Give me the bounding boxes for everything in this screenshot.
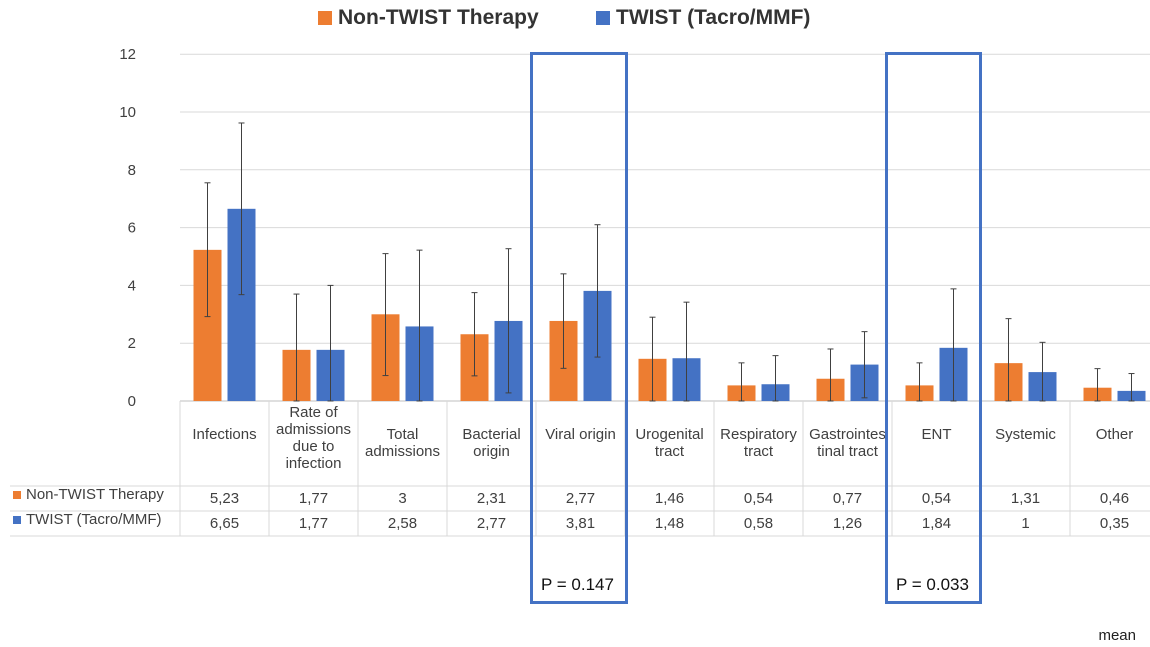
x-tick-label: Bacterial origin — [447, 426, 536, 460]
error-bars — [204, 122, 1135, 402]
y-tick-label-4: 4 — [128, 277, 136, 294]
legend-item-non-twist: Non-TWIST Therapy — [318, 6, 539, 30]
table-cell: 0,46 — [1099, 490, 1130, 507]
x-tick-label: Gastrointes tinal tract — [803, 426, 892, 460]
table-cell: 1,26 — [832, 515, 863, 532]
x-tick-label: ENT — [892, 426, 981, 443]
legend: Non-TWIST Therapy TWIST (Tacro/MMF) — [0, 6, 1150, 36]
table-cell: 6,65 — [209, 515, 240, 532]
x-tick-label-line: tract — [654, 443, 685, 460]
table-cell: 3 — [398, 490, 407, 507]
table-cell: 2,77 — [476, 515, 507, 532]
x-tick-label: Respiratory tract — [714, 426, 803, 460]
table-row-label-non-twist: Non-TWIST Therapy — [13, 486, 164, 503]
table-cell: 2,58 — [387, 515, 418, 532]
table-cell: 1,31 — [1010, 490, 1041, 507]
table-cell: 1,77 — [298, 490, 329, 507]
x-tick-label-line: Urogenital — [635, 426, 704, 443]
highlight-box-viral-origin — [530, 52, 628, 604]
y-tick-label-6: 6 — [128, 220, 136, 237]
table-cell: 0,77 — [832, 490, 863, 507]
table-cell: 1,46 — [654, 490, 685, 507]
x-tick-label-line: Gastrointes — [809, 426, 886, 443]
table-cell: 2,31 — [476, 490, 507, 507]
x-tick-label-line: tinal tract — [817, 443, 878, 460]
bars — [193, 208, 1146, 401]
x-tick-label: Other — [1070, 426, 1150, 443]
data-table-lines — [10, 401, 1150, 537]
x-tick-label: Urogenital tract — [625, 426, 714, 460]
table-cell: 5,23 — [209, 490, 240, 507]
gridlines — [180, 53, 1150, 402]
x-tick-label-line: admissions — [364, 443, 441, 460]
legend-swatch-twist — [596, 11, 610, 25]
table-row-name-non-twist: Non-TWIST Therapy — [26, 486, 164, 503]
table-cell: 0,54 — [743, 490, 774, 507]
p-value-ent: P = 0.033 — [896, 575, 969, 594]
x-tick-label-line: admissions — [275, 421, 352, 438]
table-row-swatch-non-twist — [13, 490, 21, 499]
y-tick-label-2: 2 — [128, 335, 136, 352]
table-cell: 1,84 — [921, 515, 952, 532]
table-cell: 0,58 — [743, 515, 774, 532]
x-tick-label-line: tract — [743, 443, 774, 460]
table-cell: 2,77 — [565, 490, 596, 507]
x-tick-label-line: Bacterial — [462, 426, 521, 443]
table-cell: 3,81 — [565, 515, 596, 532]
x-tick-label: Systemic — [981, 426, 1070, 443]
legend-swatch-non-twist — [318, 11, 332, 25]
x-tick-label: Total admissions — [358, 426, 447, 460]
table-row-swatch-twist — [13, 515, 21, 524]
y-tick-label-10: 10 — [119, 104, 136, 121]
x-tick-label: Viral origin — [536, 426, 625, 443]
table-cell: 1,77 — [298, 515, 329, 532]
x-tick-label-line: Other — [1095, 426, 1134, 443]
table-cell: 0,54 — [921, 490, 952, 507]
x-tick-label-line: due to — [292, 438, 335, 455]
x-tick-label-line: Infections — [192, 426, 257, 443]
x-tick-label: Infections — [180, 426, 269, 443]
legend-label-twist: TWIST (Tacro/MMF) — [616, 6, 811, 29]
y-axis-tick-labels: 0 2 4 6 8 10 12 — [119, 46, 136, 410]
table-cell: 0,35 — [1099, 515, 1130, 532]
x-tick-label-line: Viral origin — [545, 426, 616, 443]
x-tick-label-line: ENT — [921, 426, 952, 443]
table-row-label-twist: TWIST (Tacro/MMF) — [13, 511, 162, 528]
x-tick-label: Rate of admissions due to infection — [269, 404, 358, 472]
y-tick-label-0: 0 — [128, 393, 136, 410]
x-tick-label-line: origin — [473, 443, 510, 460]
highlight-box-ent — [885, 52, 982, 604]
mean-note: mean — [1098, 627, 1136, 644]
p-value-viral-origin: P = 0.147 — [541, 575, 614, 594]
x-tick-label-line: Total — [386, 426, 419, 443]
x-tick-label-line: Systemic — [995, 426, 1056, 443]
legend-item-twist: TWIST (Tacro/MMF) — [596, 6, 810, 30]
y-tick-label-12: 12 — [119, 46, 136, 63]
table-cell: 1 — [1021, 515, 1030, 532]
legend-label-non-twist: Non-TWIST Therapy — [338, 6, 539, 29]
table-row-name-twist: TWIST (Tacro/MMF) — [26, 511, 162, 528]
y-tick-label-8: 8 — [128, 162, 136, 179]
x-tick-label-line: Rate of — [289, 404, 338, 421]
x-tick-label-line: infection — [285, 455, 342, 472]
table-cell: 1,48 — [654, 515, 685, 532]
x-tick-label-line: Respiratory — [720, 426, 797, 443]
